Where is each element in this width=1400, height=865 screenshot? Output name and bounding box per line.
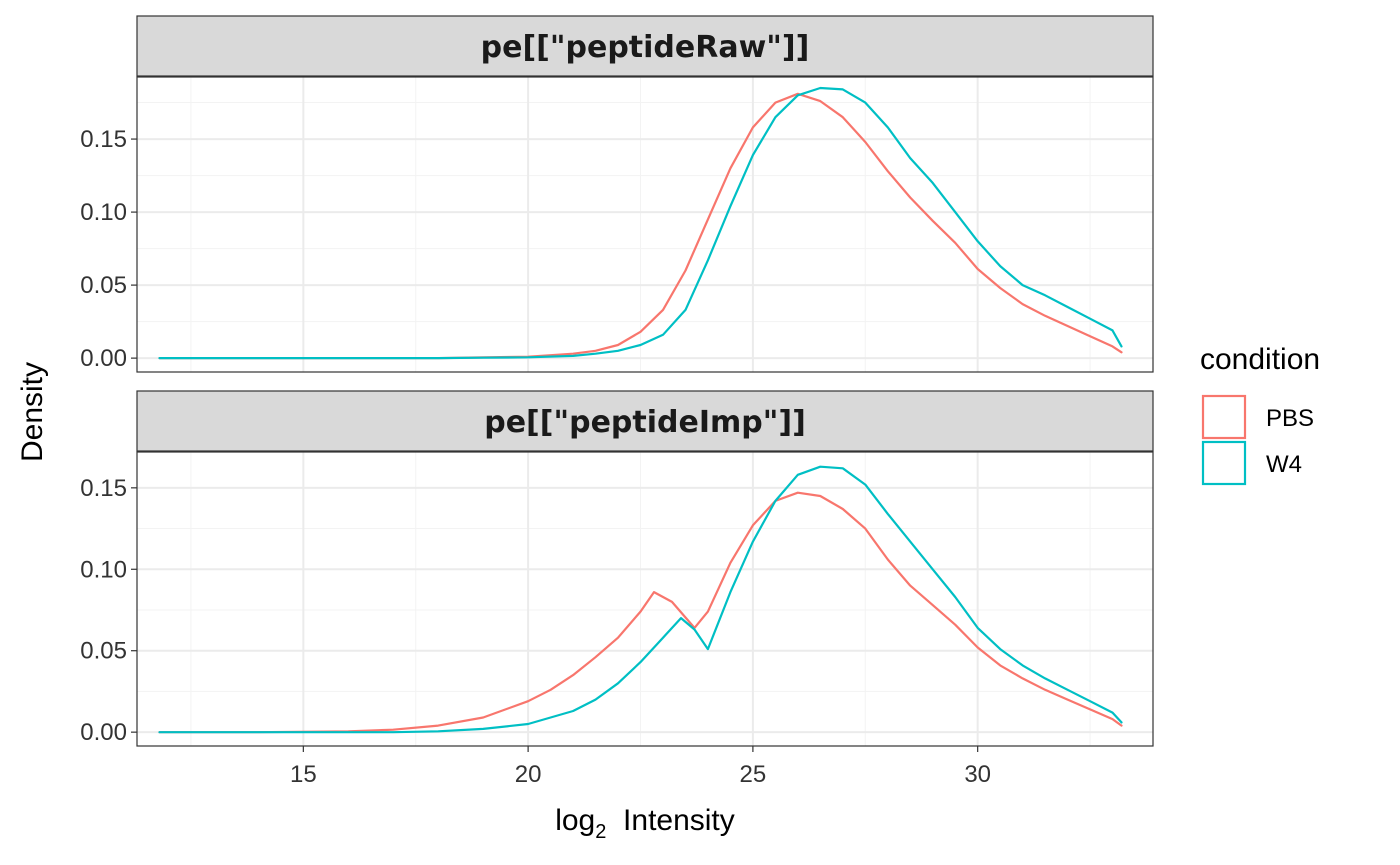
- facet-title: pe[["peptideRaw"]]: [481, 30, 810, 65]
- panel-background: [137, 452, 1153, 746]
- legend-key-w4: [1201, 440, 1247, 486]
- x-tick-label: 20: [515, 761, 542, 788]
- legend: condition PBS W4: [1200, 343, 1320, 486]
- legend-label-pbs: PBS: [1266, 405, 1314, 432]
- panel-2: pe[["peptideImp"]] 0.00 0.05 0.10 0.15 15 20 25…: [80, 390, 1154, 788]
- panel-border: [136, 451, 1154, 747]
- y-tick-label: 0.00: [80, 345, 127, 372]
- facet-title: pe[["peptideImp"]]: [484, 405, 806, 440]
- y-tick-label: 0.10: [80, 199, 127, 226]
- legend-title: condition: [1200, 343, 1320, 376]
- facet-strip: [136, 390, 1154, 452]
- x-tick-label: 25: [740, 761, 767, 788]
- y-tick-label: 0.15: [80, 126, 127, 153]
- x-tick-label: 30: [964, 761, 991, 788]
- y-tick-label: 0.05: [80, 638, 127, 665]
- series-line-pbs: [158, 491, 1123, 734]
- legend-label-w4: W4: [1266, 451, 1302, 478]
- y-axis-title: Density: [16, 362, 49, 462]
- x-tick-label: 15: [290, 761, 317, 788]
- y-tick-label: 0.05: [80, 272, 127, 299]
- y-tick-label: 0.10: [80, 556, 127, 583]
- legend-key-pbs: [1201, 394, 1247, 440]
- x-axis-title: log2 Intensity: [555, 804, 735, 843]
- y-tick-label: 0.00: [80, 719, 127, 746]
- panel-background: [137, 77, 1153, 372]
- series-line-w4: [158, 465, 1123, 734]
- series-line-w4: [158, 86, 1123, 360]
- y-tick-label: 0.15: [80, 475, 127, 502]
- panel-1: pe[["peptideRaw"]] 0.00 0.05 0.10 0.15: [80, 15, 1154, 373]
- panel-border: [136, 76, 1154, 373]
- facet-strip: [136, 15, 1154, 77]
